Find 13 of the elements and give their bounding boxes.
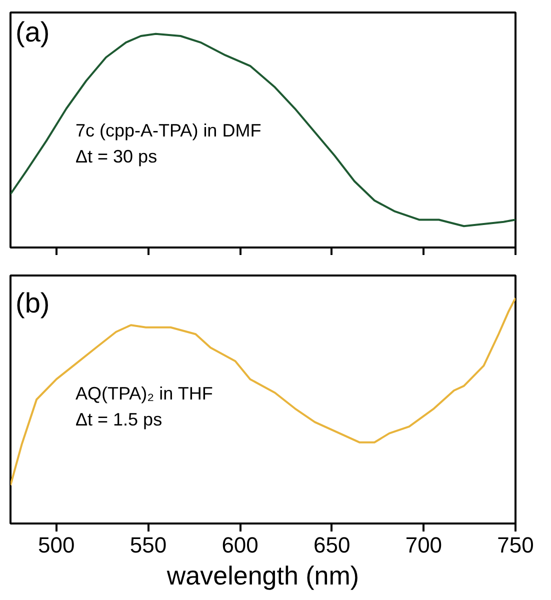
- annotation: Δt = 1.5 ps: [76, 410, 162, 430]
- x-tick-label: 650: [314, 532, 350, 558]
- annotation: 7c (cpp-A-TPA) in DMF: [76, 120, 262, 140]
- x-tick-label: 550: [130, 532, 167, 558]
- x-tick-label: 700: [405, 532, 442, 558]
- annotation: Δt = 30 ps: [76, 146, 158, 166]
- x-tick-label: 600: [222, 532, 258, 558]
- annotation: (a): [16, 16, 50, 48]
- x-tick-label: 750: [497, 532, 534, 558]
- annotation: AQ(TPA)₂ in THF: [76, 384, 213, 404]
- annotation: (b): [16, 288, 50, 318]
- x-axis-title: wavelength (nm): [166, 560, 360, 590]
- x-tick-label: 500: [38, 532, 75, 558]
